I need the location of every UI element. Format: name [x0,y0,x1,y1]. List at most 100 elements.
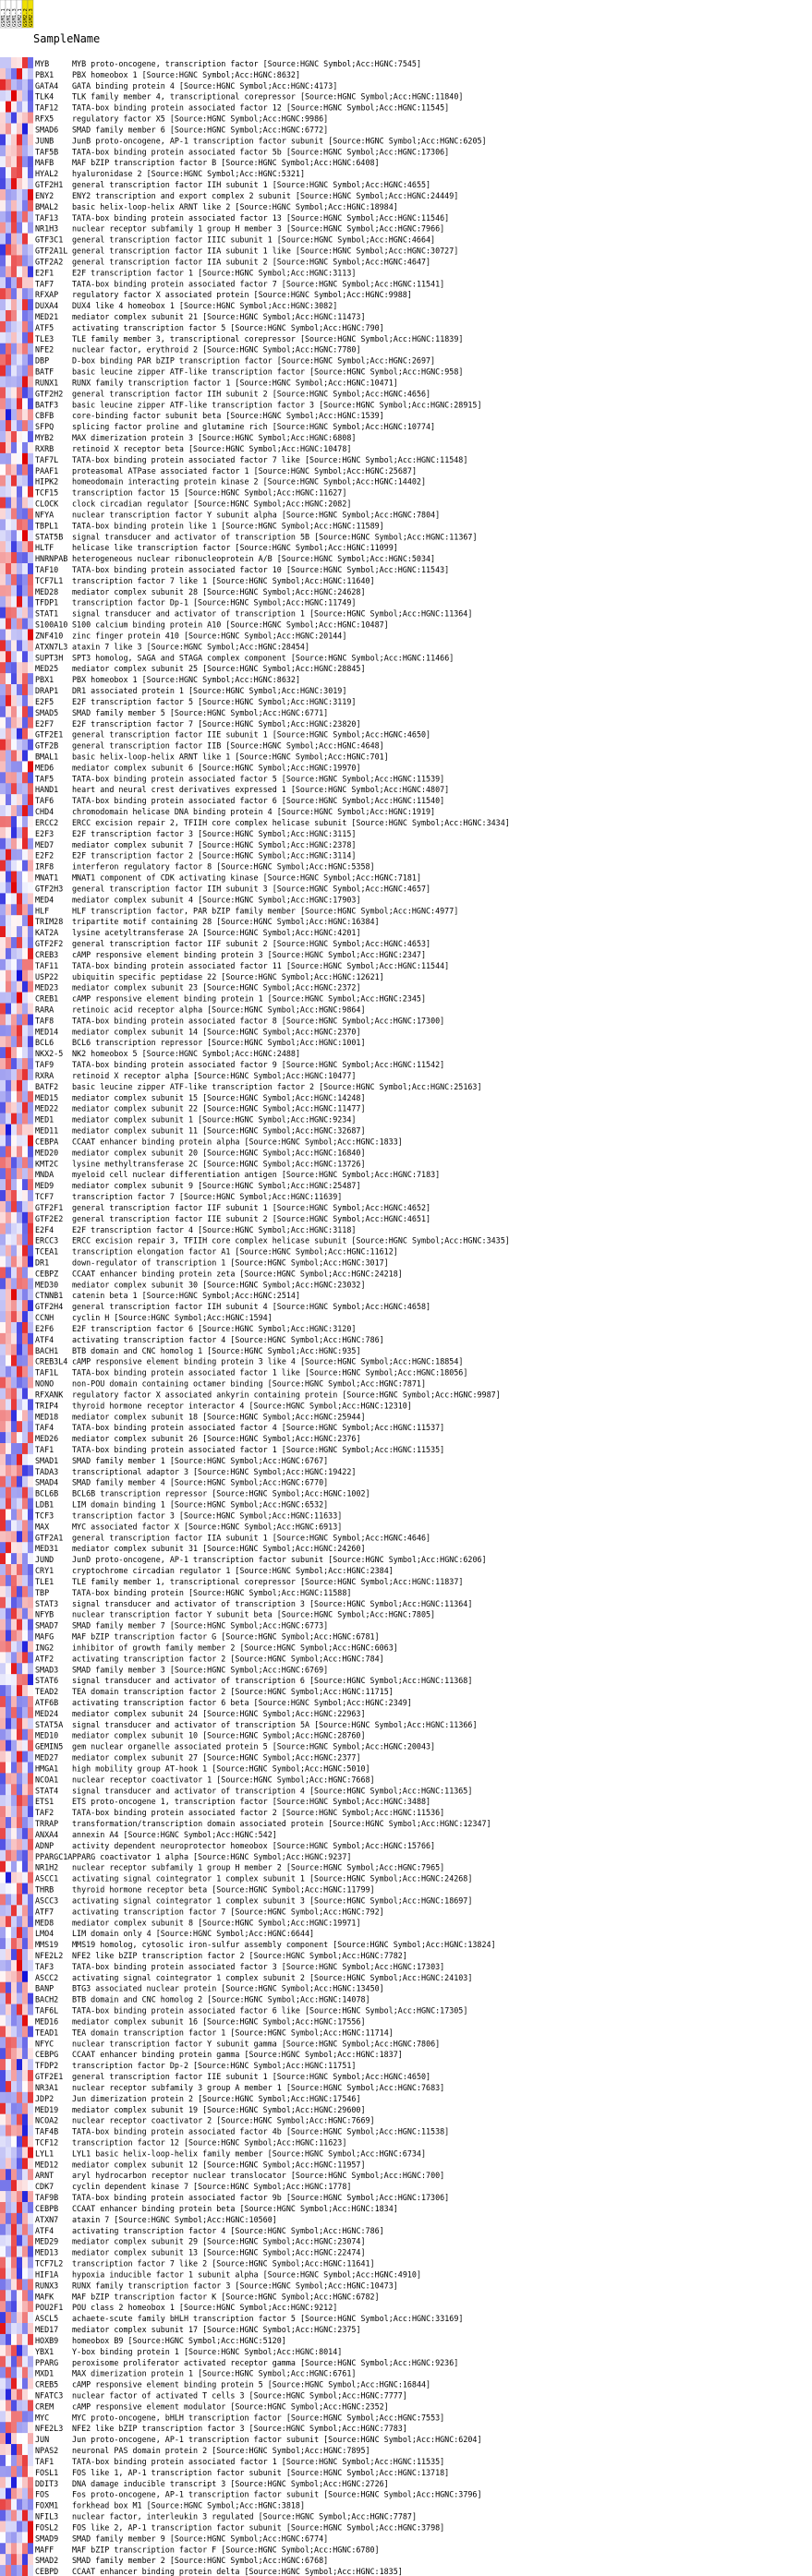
heatmap-cell [17,1762,22,1774]
heatmap-cell [17,497,22,509]
heatmap-cell [0,463,6,475]
heatmap-cell [11,2125,17,2137]
heatmap-cell [22,1179,28,1191]
heatmap-cell [11,1959,17,1972]
heatmap-cell [17,2498,22,2510]
heatmap-cell [28,2487,33,2499]
row-description-label: chromodomain helicase DNA binding protei… [72,807,435,816]
heatmap-cell [17,167,22,179]
heatmap-cell [17,1168,22,1180]
row-description-label: splicing factor proline and glutamine ri… [72,422,435,431]
row-gene-label: SFPQ [35,422,54,431]
heatmap-cell [22,1222,28,1234]
heatmap-cell [6,1475,11,1487]
row-gene-label: GTF2H1 [35,180,63,189]
heatmap-cell [0,2433,6,2445]
row-gene-label: MED23 [35,983,58,993]
heatmap-cell [0,2279,6,2291]
heatmap-cell [22,1641,28,1653]
heatmap-cell [0,1443,6,1455]
heatmap-cell [22,562,28,575]
heatmap-cell [6,2059,11,2071]
heatmap-cell [17,1234,22,1246]
row-description-label: cAMP responsive element modulator [Sourc… [72,2401,389,2411]
row-gene-label: MMS19 [35,1940,58,1949]
heatmap-cell [6,2521,11,2533]
heatmap-cell [17,2444,22,2456]
row-description-label: PBX homeobox 1 [Source:HGNC Symbol;Acc:H… [72,70,300,79]
heatmap-cell [0,1739,6,1751]
heatmap-cell [6,1399,11,1411]
heatmap-cell [11,1762,17,1774]
heatmap-cell [17,1047,22,1059]
heatmap-cell [22,1079,28,1092]
row-gene-label: TLK4 [35,92,54,102]
heatmap-cell [28,255,33,267]
heatmap-cell [28,2333,33,2346]
heatmap-cell [17,1641,22,1653]
heatmap-cell [28,1377,33,1389]
heatmap-cell [22,1695,28,1708]
heatmap-cell [0,1959,6,1972]
heatmap-cell [28,2366,33,2378]
heatmap-cell [11,618,17,630]
row-description-label: CCAAT enhancer binding protein zeta [Sou… [72,1269,403,1278]
row-description-label: RUNX family transcription factor 3 [Sour… [72,2281,398,2290]
row-gene-label: KAT2A [35,928,58,937]
heatmap-cell [28,2411,33,2423]
heatmap-cell [28,1124,33,1136]
heatmap-cell [0,178,6,190]
heatmap-cell [11,562,17,575]
row-gene-label: MAFK [35,2292,55,2301]
heatmap-cell [17,2125,22,2137]
row-description-label: TATA-box binding protein like 1 [Source:… [72,521,384,530]
heatmap-cell [28,1475,33,1487]
row-gene-label: ATF6B [35,1698,58,1707]
heatmap-cell [11,1553,17,1565]
heatmap-cell [17,2223,22,2235]
row-gene-label: BCL6 [35,1038,54,1047]
heatmap-cell [22,2333,28,2346]
heatmap-cell [0,1432,6,1444]
heatmap-cell [6,761,11,773]
row-gene-label: DDIT3 [35,2479,58,2488]
row-description-label: neuronal PAS domain protein 2 [Source:HG… [72,2446,370,2455]
heatmap-cell [0,1113,6,1125]
heatmap-cell [22,750,28,762]
row-gene-label: GATA4 [35,81,58,90]
heatmap-cell [28,607,33,619]
row-gene-label: MED17 [35,2325,58,2334]
heatmap-cell [6,1211,11,1224]
row-description-label: LIM domain binding 1 [Source:HGNC Symbol… [72,1500,328,1510]
heatmap-cell [11,2554,17,2566]
row-description-label: CCAAT enhancer binding protein gamma [So… [72,2050,403,2059]
heatmap-cell [11,750,17,762]
row-description-label: CCAAT enhancer binding protein delta [So… [72,2567,403,2576]
heatmap-cell [11,1948,17,1961]
heatmap-cell [28,849,33,861]
heatmap-cell [6,2565,11,2576]
heatmap-cell [28,1970,33,1983]
heatmap-cell [0,1574,6,1587]
heatmap-cell [0,1663,6,1675]
heatmap-cell [28,1200,33,1213]
heatmap-cell [6,266,11,278]
heatmap-cell [6,387,11,399]
row-gene-label: RARA [35,1005,54,1015]
row-description-label: SPT3 homolog, SAGA and STAGA complex com… [72,653,454,662]
heatmap-cell [6,826,11,839]
row-gene-label: PBX1 [35,70,54,79]
row-gene-label: TCF3 [35,1511,54,1520]
row-description-label: mediator complex subunit 9 [Source:HGNC … [72,1181,361,1190]
heatmap-cell [28,783,33,795]
heatmap-cell [11,2323,17,2335]
row-description-label: SMAD family member 4 [Source:HGNC Symbol… [72,1478,328,1487]
heatmap-cell [22,2400,28,2412]
heatmap-cell [28,178,33,190]
row-description-label: signal transducer and activator of trans… [72,1786,472,1795]
heatmap-cell [22,794,28,806]
row-description-label: nuclear receptor coactivator 2 [Source:H… [72,2116,375,2125]
heatmap-cell [28,2554,33,2566]
heatmap-cell [28,618,33,630]
heatmap-cell [28,2433,33,2445]
